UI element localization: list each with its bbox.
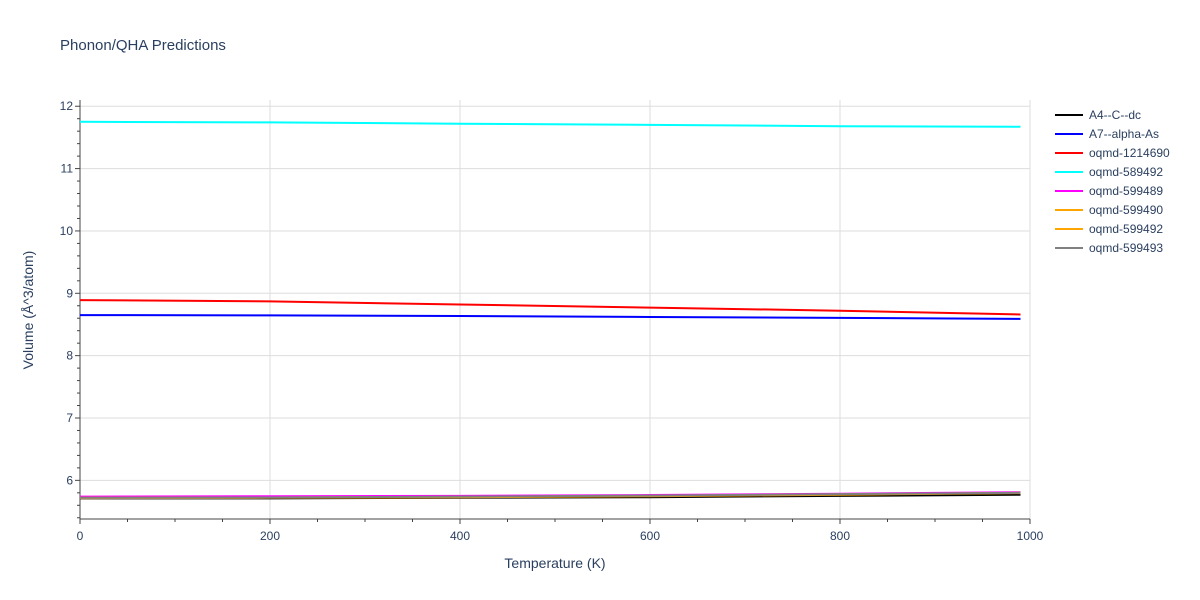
legend-label-a4-c-dc: A4--C--dc	[1089, 108, 1141, 122]
legend: A4--C--dc A7--alpha-As oqmd-1214690 oqmd-58…	[1055, 108, 1170, 255]
plot-area	[79, 120, 1021, 500]
y-axis-title: Volume (Å^3/atom)	[20, 251, 36, 370]
legend-label-oqmd-589492: oqmd-589492	[1089, 165, 1163, 179]
legend-label-oqmd-599492: oqmd-599492	[1089, 222, 1163, 236]
x-tick-label: 800	[830, 529, 850, 543]
series-line-oqmd-589492	[79, 120, 1021, 128]
x-tick-label: 200	[260, 529, 280, 543]
legend-label-oqmd-599493: oqmd-599493	[1089, 241, 1163, 255]
x-tick-label: 1000	[1017, 529, 1044, 543]
chart-title: Phonon/QHA Predictions	[60, 37, 226, 54]
x-axis-title: Temperature (K)	[504, 555, 605, 571]
legend-label-oqmd-599489: oqmd-599489	[1089, 184, 1163, 198]
y-tick-label: 7	[66, 411, 73, 425]
y-tick-label: 12	[60, 99, 74, 113]
y-tick-label: 6	[66, 473, 73, 487]
x-tick-label: 600	[640, 529, 660, 543]
grid	[80, 100, 1031, 519]
y-tick-label: 10	[60, 224, 74, 238]
series-line-a7-alpha-as	[79, 314, 1021, 320]
legend-label-oqmd-1214690: oqmd-1214690	[1089, 146, 1170, 160]
axes: 0 200 400 600 800 1000 6 7 8 9 10 11 12	[60, 99, 1044, 543]
y-tick-label: 8	[66, 349, 73, 363]
x-tick-label: 0	[77, 529, 84, 543]
y-tick-label: 9	[66, 286, 73, 300]
y-tick-label: 11	[61, 162, 74, 176]
legend-label-a7-alpha-as: A7--alpha-As	[1089, 127, 1159, 141]
series-line-oqmd-1214690	[79, 299, 1021, 316]
series-line-oqmd-599493	[79, 491, 1021, 499]
legend-label-oqmd-599490: oqmd-599490	[1089, 203, 1163, 217]
x-tick-label: 400	[450, 529, 470, 543]
